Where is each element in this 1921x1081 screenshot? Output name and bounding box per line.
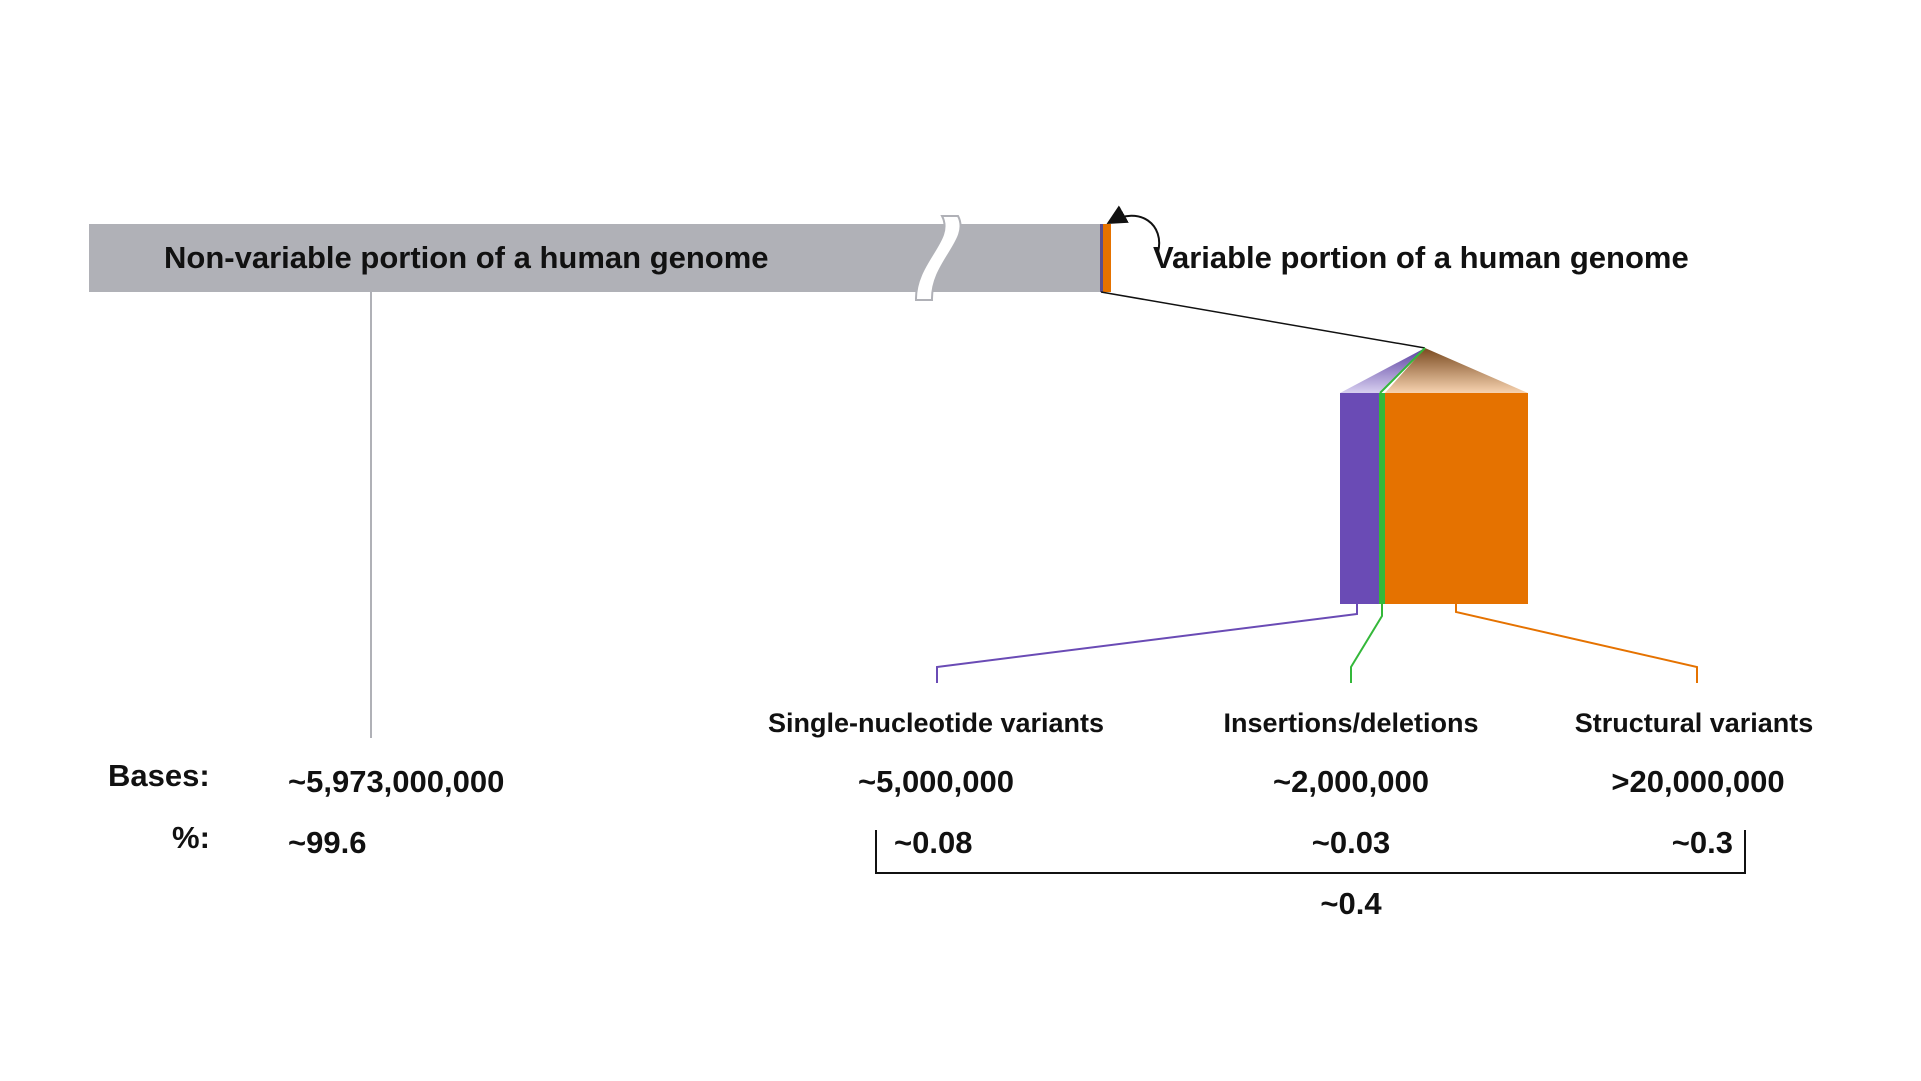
- category-name-snv: Single-nucleotide variants: [768, 708, 1104, 738]
- curved-arrow-icon: [1106, 205, 1161, 253]
- structural-leader-line: [1455, 604, 1698, 683]
- non-variable-label: Non-variable portion of a human genome: [164, 240, 769, 275]
- non-variable-percent: ~99.6: [288, 825, 366, 860]
- variable-total-percent: ~0.4: [1320, 886, 1382, 921]
- category-name-indel: Insertions/deletions: [1223, 708, 1478, 738]
- category-name-structural: Structural variants: [1575, 708, 1814, 738]
- total-bracket: [875, 830, 1746, 874]
- zoom-top-sv: [1385, 348, 1528, 393]
- indel-percent: ~0.03: [1312, 825, 1390, 860]
- variable-label: Variable portion of a human genome: [1153, 240, 1689, 275]
- bases-row-label: Bases:: [108, 758, 210, 793]
- snv-bases: ~5,000,000: [858, 764, 1014, 799]
- snv-leader-line: [936, 604, 1358, 683]
- percent-row-label: %:: [172, 820, 210, 855]
- structural-percent: ~0.3: [1672, 825, 1733, 860]
- indel-bases: ~2,000,000: [1273, 764, 1429, 799]
- zoom-top-snv: [1340, 348, 1425, 393]
- bar-divider: [1100, 224, 1103, 292]
- snv-block: [1340, 393, 1379, 604]
- snv-percent: ~0.08: [894, 825, 972, 860]
- indel-leader-line: [1350, 604, 1383, 683]
- structural-block: [1385, 393, 1528, 604]
- structural-bases: >20,000,000: [1611, 764, 1784, 799]
- bar-break-mark: [914, 215, 962, 301]
- indel-block: [1379, 393, 1385, 604]
- zoom-line: [1100, 291, 1426, 349]
- non-variable-bases: ~5,973,000,000: [288, 764, 504, 799]
- variable-portion-bar: [1103, 224, 1111, 292]
- zoom-top-indel: [1379, 347, 1426, 394]
